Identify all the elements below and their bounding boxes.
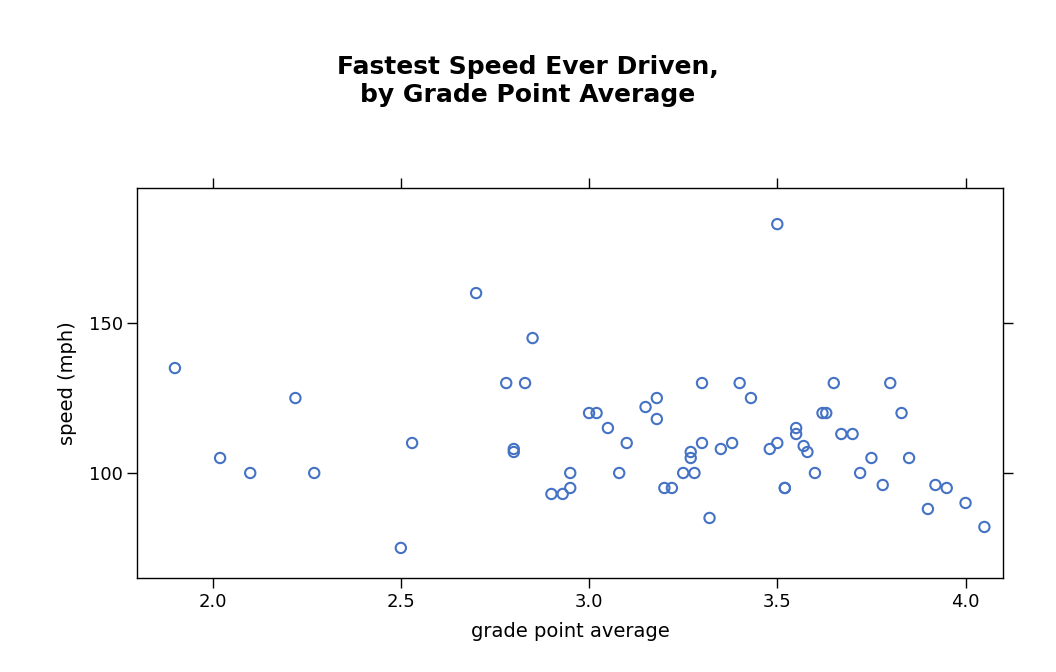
Point	[686, 468, 703, 478]
Point	[776, 482, 793, 493]
Point	[506, 447, 523, 458]
Point	[795, 441, 812, 452]
Point	[648, 414, 665, 425]
Point	[788, 423, 805, 433]
Point	[769, 219, 786, 230]
Point	[874, 480, 891, 491]
Point	[893, 408, 910, 419]
Point	[618, 437, 635, 448]
Point	[701, 513, 718, 523]
Point	[543, 489, 560, 499]
Point	[506, 444, 523, 454]
Point	[799, 447, 816, 458]
Point	[788, 429, 805, 439]
Point	[554, 489, 571, 499]
Point	[306, 468, 323, 478]
Point	[769, 437, 786, 448]
Point	[562, 482, 579, 493]
Point	[524, 333, 541, 343]
Point	[167, 363, 184, 374]
Point	[731, 378, 748, 388]
Point	[742, 392, 759, 403]
Point	[663, 482, 680, 493]
Point	[675, 468, 692, 478]
X-axis label: grade point average: grade point average	[471, 622, 670, 640]
Point	[723, 437, 740, 448]
Point	[976, 521, 993, 532]
Point	[852, 468, 869, 478]
Point	[403, 437, 420, 448]
Point	[242, 468, 259, 478]
Point	[516, 378, 533, 388]
Point	[581, 408, 598, 419]
Point	[882, 378, 899, 388]
Point	[817, 408, 834, 419]
Point	[497, 378, 514, 388]
Point	[694, 378, 711, 388]
Point	[814, 408, 831, 419]
Point	[776, 482, 793, 493]
Point	[637, 402, 654, 413]
Point	[713, 444, 730, 454]
Point	[610, 468, 627, 478]
Point	[468, 288, 485, 298]
Point	[682, 447, 699, 458]
Point	[833, 429, 850, 439]
Point	[562, 468, 579, 478]
Point	[920, 503, 937, 514]
Point	[656, 482, 673, 493]
Point	[863, 453, 880, 464]
Point	[682, 453, 699, 464]
Point	[600, 423, 617, 433]
Point	[901, 453, 918, 464]
Point	[927, 480, 944, 491]
Point	[761, 444, 778, 454]
Point	[648, 392, 665, 403]
Point	[957, 497, 974, 508]
Point	[939, 482, 956, 493]
Point	[844, 429, 861, 439]
Point	[588, 408, 605, 419]
Point	[826, 378, 843, 388]
Y-axis label: speed (mph): speed (mph)	[58, 321, 77, 445]
Point	[393, 542, 410, 553]
Point	[287, 392, 304, 403]
Point	[694, 437, 711, 448]
Point	[807, 468, 824, 478]
Point	[211, 453, 228, 464]
Text: Fastest Speed Ever Driven,
by Grade Point Average: Fastest Speed Ever Driven, by Grade Poin…	[337, 54, 719, 107]
